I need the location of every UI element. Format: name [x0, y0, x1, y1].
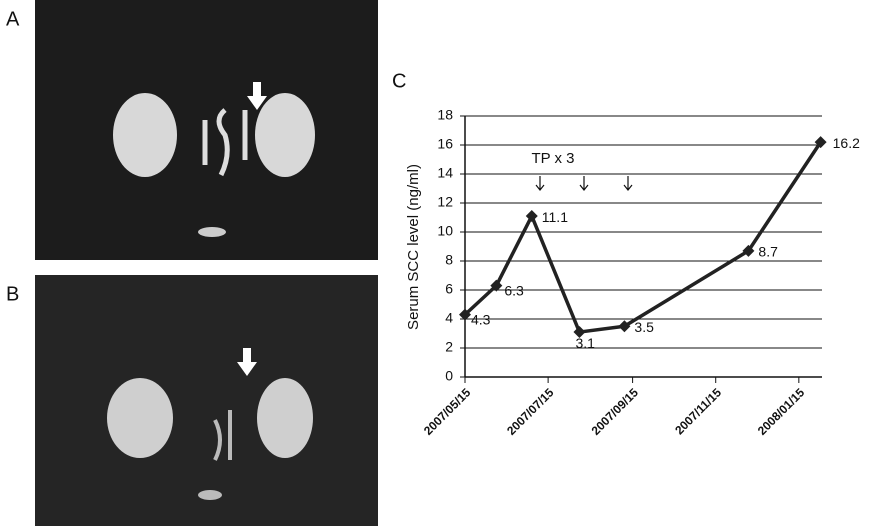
x-tick-label: 2007/11/15: [672, 385, 724, 437]
data-label: 3.1: [575, 335, 595, 351]
y-tick-label: 14: [437, 165, 453, 181]
y-tick-label: 10: [437, 223, 453, 239]
y-tick-label: 0: [445, 368, 453, 384]
y-tick-label: 12: [437, 194, 453, 210]
treatment-arrows: [535, 176, 633, 191]
data-point: [490, 279, 503, 292]
data-point: [459, 308, 471, 321]
panel-label: C: [392, 70, 406, 92]
mri-image-b: [35, 275, 378, 526]
x-tick-label: 2007/09/15: [589, 385, 642, 438]
data-point: [742, 244, 755, 257]
x-tick-label: 2007/05/15: [421, 385, 474, 438]
x-tick-label: 2007/07/15: [504, 385, 557, 438]
mri-image-a: [35, 0, 378, 260]
data-label: 16.2: [833, 135, 860, 151]
x-tick-label: 2008/01/15: [755, 385, 808, 438]
data-point: [814, 136, 827, 149]
data-label: 4.3: [471, 311, 491, 327]
data-label: 6.3: [504, 282, 524, 298]
data-line: [463, 141, 823, 334]
data-point: [618, 320, 631, 333]
panel-label: B: [6, 283, 19, 305]
data-point: [525, 210, 538, 223]
y-tick-label: 4: [445, 310, 453, 326]
y-tick-label: 16: [437, 136, 453, 152]
y-axis-label: Serum SCC level (ng/ml): [405, 164, 422, 330]
y-tick-label: 8: [445, 252, 453, 268]
y-tick-label: 2: [445, 339, 453, 355]
data-label: 11.1: [542, 209, 568, 225]
y-tick-label: 6: [445, 281, 453, 297]
annotation: TP x 3: [531, 150, 574, 167]
data-point: [573, 326, 586, 339]
y-tick-label: 18: [437, 107, 453, 123]
data-label: 3.5: [634, 319, 654, 335]
panel-label: A: [6, 8, 20, 30]
data-label: 8.7: [758, 244, 778, 260]
